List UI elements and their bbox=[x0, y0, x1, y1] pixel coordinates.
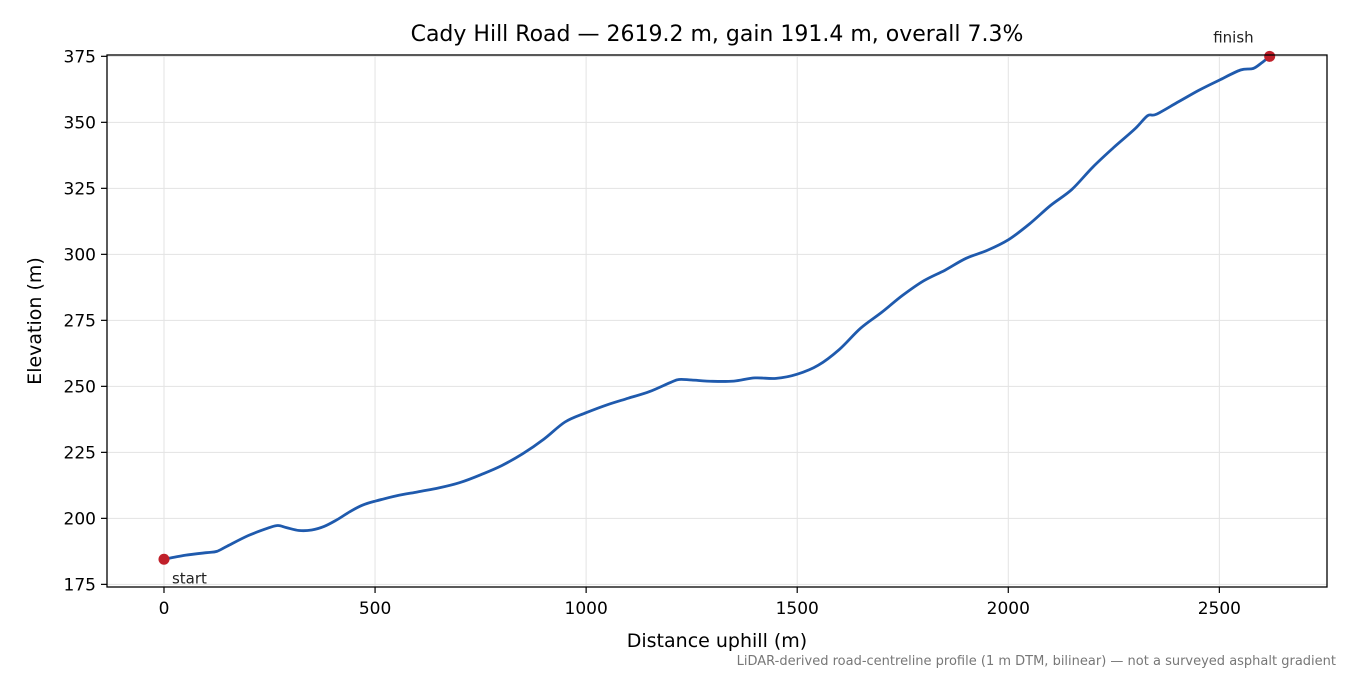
x-tick-label: 1000 bbox=[565, 599, 608, 619]
x-tick-label: 2500 bbox=[1198, 599, 1241, 619]
y-axis-label: Elevation (m) bbox=[24, 257, 46, 385]
y-axis-ticks: 175 200 225 250 275 300 325 350 375 bbox=[64, 47, 107, 595]
x-tick-label: 1500 bbox=[776, 599, 819, 619]
plot-frame bbox=[106, 54, 1328, 588]
y-tick-label: 200 bbox=[64, 509, 96, 529]
elevation-line bbox=[162, 54, 1272, 561]
y-tick-label: 275 bbox=[64, 311, 96, 331]
y-tick-label: 325 bbox=[64, 179, 96, 199]
x-tick-label: 500 bbox=[359, 599, 391, 619]
y-tick-label: 175 bbox=[64, 575, 96, 595]
x-tick-label: 0 bbox=[159, 599, 170, 619]
endpoint-markers: start finish bbox=[158, 28, 1276, 587]
start-annotation: start bbox=[172, 569, 207, 587]
x-axis-ticks: 0 500 1000 1500 2000 2500 bbox=[159, 587, 1241, 619]
grid bbox=[107, 55, 1327, 587]
chart-title: Cady Hill Road — 2619.2 m, gain 191.4 m,… bbox=[411, 22, 1024, 47]
finish-annotation: finish bbox=[1213, 28, 1253, 46]
y-tick-label: 225 bbox=[64, 443, 96, 463]
start-marker bbox=[158, 553, 170, 565]
chart-footnote: LiDAR-derived road-centreline profile (1… bbox=[737, 654, 1336, 669]
x-axis-label: Distance uphill (m) bbox=[627, 630, 807, 652]
y-tick-label: 250 bbox=[64, 377, 96, 397]
finish-marker bbox=[1264, 50, 1276, 62]
x-tick-label: 2000 bbox=[987, 599, 1030, 619]
y-tick-label: 300 bbox=[64, 245, 96, 265]
y-tick-label: 375 bbox=[64, 47, 96, 67]
y-tick-label: 350 bbox=[64, 113, 96, 133]
series-lines bbox=[162, 54, 1272, 561]
